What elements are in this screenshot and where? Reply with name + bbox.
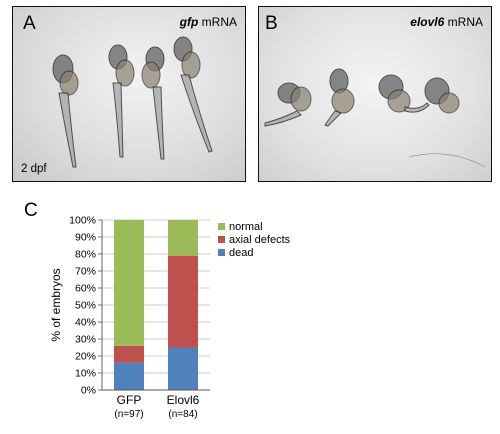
panel-a-stage: 2 dpf (21, 163, 47, 175)
y-tick-label: 80% (75, 249, 96, 261)
panel-c-letter: C (24, 200, 38, 221)
bar-gfp-axial-defects (114, 345, 144, 363)
panel-b-photo: B elovl6 mRNA (258, 6, 492, 182)
panel-b-embryos-image (264, 68, 486, 168)
y-tick-label: 50% (75, 300, 96, 312)
legend-label: axial defects (229, 233, 291, 246)
panel-a-suffix: mRNA (198, 15, 237, 29)
y-tick-label: 0% (81, 385, 96, 397)
x-tick-label: GFP (117, 393, 142, 407)
legend-item-axial-defects: axial defects (218, 233, 290, 246)
panel-a-label: gfp mRNA (180, 15, 237, 29)
x-tick-label: Elovl6 (167, 393, 200, 407)
panel-a-gene: gfp (179, 15, 199, 29)
bar-gfp-normal (114, 220, 144, 346)
panel-a-letter: A (23, 13, 36, 34)
y-tick-label: 40% (75, 317, 96, 329)
y-tick-label: 20% (75, 351, 96, 363)
x-tick-sublabel: (n=97) (114, 409, 143, 420)
panel-b-suffix: mRNA (444, 15, 483, 29)
y-tick-label: 70% (75, 266, 96, 278)
legend-swatch (218, 223, 225, 230)
panel-b-gene: elovl6 (410, 15, 445, 29)
y-tick-label: 60% (75, 283, 96, 295)
panel-a-photo: A gfp mRNA 2 dpf (12, 6, 246, 182)
bar-gfp-dead (114, 362, 144, 390)
panel-b-letter: B (265, 13, 278, 34)
panel-a-embryos-image (52, 36, 213, 168)
legend-label: dead (229, 246, 254, 259)
chart-axes: 0% 10% 20% 30% 40% 50% 60% 70% 80% 90% 100% GFP (n=9… (69, 215, 210, 420)
legend-label: normal (229, 220, 263, 233)
chart-legend: normal axial defects dead (218, 220, 290, 259)
legend-swatch (218, 249, 225, 256)
x-tick-sublabel: (n=84) (168, 409, 197, 420)
bar-elovl6-dead (168, 347, 198, 390)
y-tick-label: 30% (75, 334, 96, 346)
bar-elovl6-axial-defects (168, 255, 198, 348)
bar-elovl6-normal (168, 220, 198, 256)
panel-b-label: elovl6 mRNA (410, 15, 483, 29)
chart-bars (114, 220, 198, 390)
y-tick-label: 90% (75, 232, 96, 244)
y-tick-label: 10% (75, 368, 96, 380)
legend-item-normal: normal (218, 220, 290, 233)
y-tick-label: 100% (69, 215, 96, 227)
legend-item-dead: dead (218, 246, 290, 259)
y-axis-label: % of embryos (49, 268, 63, 341)
legend-swatch (218, 236, 225, 243)
